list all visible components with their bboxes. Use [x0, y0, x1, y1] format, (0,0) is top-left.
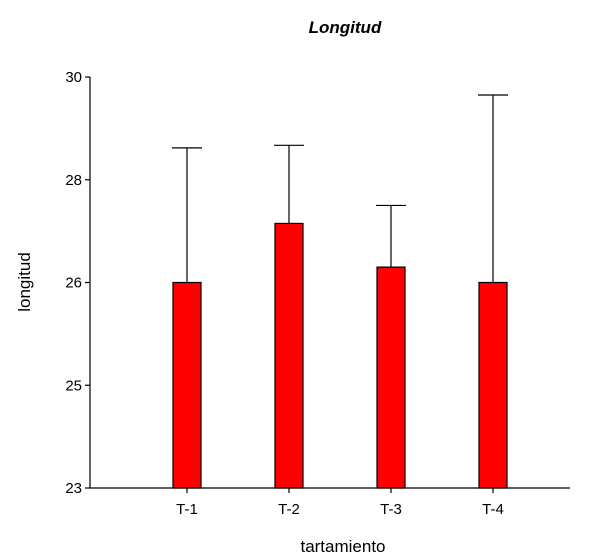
bars	[172, 94, 508, 489]
x-tick-label: T-2	[278, 501, 300, 518]
y-tick-label: 26	[65, 275, 82, 292]
bar	[376, 266, 406, 489]
y-tick-label: 25	[65, 377, 82, 394]
x-tick-label: T-3	[380, 501, 402, 518]
y-tick-label: 23	[65, 480, 82, 497]
chart-title: Longitud	[309, 18, 382, 37]
y-axis-label: longitud	[15, 252, 34, 312]
x-tick-label: T-4	[482, 501, 504, 518]
y-tick-label: 30	[65, 69, 82, 86]
x-tick-label: T-1	[176, 501, 198, 518]
bar	[274, 222, 304, 489]
x-axis-label: tartamiento	[300, 537, 385, 556]
bar	[172, 281, 202, 489]
y-tick-label: 28	[65, 172, 82, 189]
tick-labels: 30 28 26 25 23 T-1 T-2 T-3 T-4	[65, 69, 504, 518]
bar	[478, 281, 508, 489]
